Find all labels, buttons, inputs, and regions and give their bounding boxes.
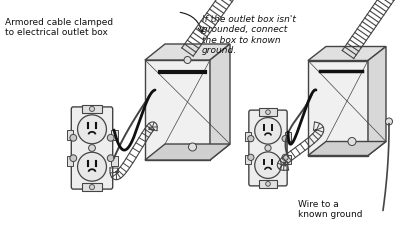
Text: Wire to a
known ground: Wire to a known ground <box>298 200 362 219</box>
Circle shape <box>78 152 106 181</box>
Circle shape <box>266 110 270 114</box>
Circle shape <box>90 184 94 190</box>
Polygon shape <box>308 46 386 61</box>
Circle shape <box>70 155 77 162</box>
Bar <box>111 130 118 140</box>
Circle shape <box>89 145 96 151</box>
Bar <box>111 156 118 166</box>
Text: Armored cable clamped
to electrical outlet box: Armored cable clamped to electrical outl… <box>5 18 113 37</box>
Bar <box>66 130 73 140</box>
Circle shape <box>70 134 77 141</box>
Bar <box>82 183 102 191</box>
Circle shape <box>255 118 281 144</box>
Circle shape <box>266 182 270 186</box>
Bar <box>259 180 277 188</box>
Polygon shape <box>368 46 386 156</box>
Circle shape <box>282 154 288 160</box>
Bar <box>66 156 73 166</box>
Circle shape <box>248 136 254 142</box>
Polygon shape <box>145 44 230 60</box>
Polygon shape <box>210 44 230 160</box>
FancyBboxPatch shape <box>71 107 113 189</box>
Bar <box>145 60 210 160</box>
FancyBboxPatch shape <box>249 110 287 186</box>
Text: If the outlet box isn't
grounded, connect
the box to known
ground.: If the outlet box isn't grounded, connec… <box>202 15 296 55</box>
Circle shape <box>348 138 356 146</box>
Bar <box>245 155 251 164</box>
Bar <box>245 132 251 141</box>
Circle shape <box>248 154 254 160</box>
Circle shape <box>107 155 114 162</box>
Circle shape <box>107 134 114 141</box>
Polygon shape <box>145 144 230 160</box>
Circle shape <box>188 143 196 151</box>
Bar <box>285 155 292 164</box>
Circle shape <box>282 136 288 142</box>
Bar <box>308 61 368 156</box>
Circle shape <box>265 145 271 151</box>
Circle shape <box>90 106 94 112</box>
Circle shape <box>184 57 191 63</box>
Circle shape <box>386 118 392 125</box>
Circle shape <box>78 115 106 144</box>
Circle shape <box>255 152 281 178</box>
Polygon shape <box>308 141 386 156</box>
Bar <box>82 105 102 113</box>
Bar <box>259 108 277 116</box>
Bar <box>285 132 292 141</box>
